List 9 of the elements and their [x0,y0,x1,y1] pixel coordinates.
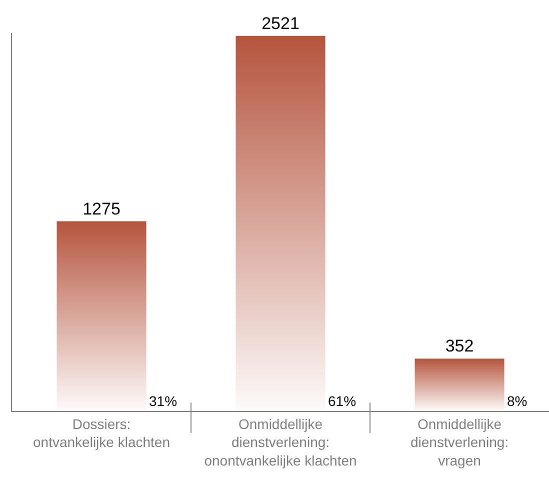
x-tick-label: Onmiddellijke dienstverlening: vragen [410,416,509,468]
data-label: 1275 [82,199,120,218]
annotation: 61% [328,393,356,409]
x-tick-label: Dossiers: ontvankelijke klachten [33,416,170,450]
x-tick-label: Onmiddellijke dienstverlening: onontvankelijke klachten [204,416,357,468]
data-label: 2521 [262,14,300,33]
annotation: 31% [149,393,178,409]
data-label: 352 [445,336,474,356]
annotation: 8% [507,393,528,409]
